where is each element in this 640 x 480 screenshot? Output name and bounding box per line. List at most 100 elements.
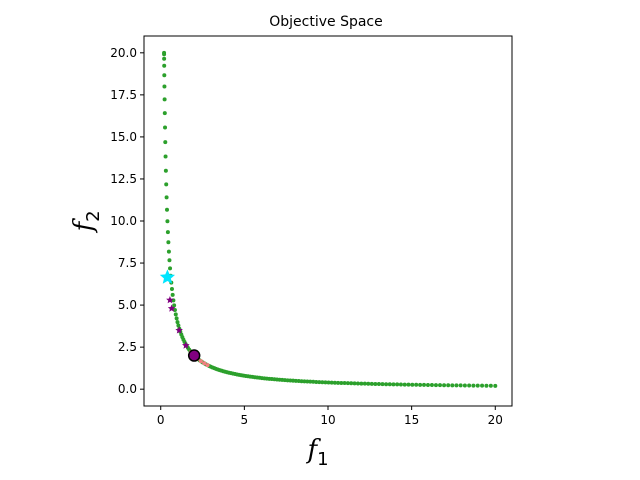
star-marker bbox=[167, 304, 176, 312]
data-point bbox=[317, 380, 322, 385]
data-point bbox=[380, 382, 385, 387]
data-point bbox=[166, 240, 171, 245]
data-point bbox=[373, 381, 378, 386]
data-point bbox=[467, 383, 472, 388]
data-point bbox=[410, 382, 415, 387]
data-point bbox=[172, 308, 177, 313]
data-point bbox=[406, 382, 411, 387]
data-point bbox=[488, 383, 493, 388]
x-axis-label: f1 bbox=[305, 435, 328, 470]
data-point bbox=[163, 168, 168, 173]
data-point bbox=[475, 383, 480, 388]
y-tick-label: 5.0 bbox=[118, 298, 137, 312]
x-axis-ticks: 0 5 10 15 20 bbox=[157, 406, 503, 427]
data-point bbox=[163, 125, 168, 130]
data-point bbox=[425, 382, 430, 387]
data-point bbox=[484, 383, 489, 388]
data-point bbox=[429, 383, 434, 388]
data-point bbox=[164, 182, 169, 187]
star-marker bbox=[175, 326, 183, 334]
data-point bbox=[162, 97, 167, 102]
data-point bbox=[162, 63, 167, 68]
data-point bbox=[205, 363, 210, 368]
data-point bbox=[376, 382, 381, 387]
data-point bbox=[387, 382, 392, 387]
data-point bbox=[422, 382, 427, 387]
data-point bbox=[446, 383, 451, 388]
data-point bbox=[173, 312, 178, 317]
data-point bbox=[165, 230, 170, 235]
chart-title: Objective Space bbox=[269, 14, 383, 30]
data-point bbox=[450, 383, 455, 388]
data-point bbox=[384, 382, 389, 387]
data-point bbox=[296, 379, 301, 384]
x-tick-label: 5 bbox=[241, 413, 249, 427]
data-point bbox=[308, 379, 313, 384]
data-point bbox=[169, 287, 174, 292]
data-point bbox=[299, 379, 304, 384]
star-marker bbox=[166, 296, 174, 304]
data-point bbox=[391, 382, 396, 387]
data-point bbox=[202, 361, 207, 366]
x-tick-label: 0 bbox=[157, 413, 165, 427]
data-point bbox=[176, 323, 181, 328]
y-tick-label: 12.5 bbox=[110, 172, 137, 186]
star-marker bbox=[182, 341, 190, 349]
data-point bbox=[326, 380, 331, 385]
data-point bbox=[493, 383, 498, 388]
data-point bbox=[314, 379, 319, 384]
data-point bbox=[442, 383, 447, 388]
data-point bbox=[162, 56, 167, 61]
data-point bbox=[168, 266, 173, 271]
data-point bbox=[339, 380, 344, 385]
y-tick-label: 17.5 bbox=[110, 88, 137, 102]
data-point bbox=[332, 380, 337, 385]
data-point bbox=[175, 320, 180, 325]
data-point bbox=[398, 382, 403, 387]
y-tick-label: 7.5 bbox=[118, 256, 137, 270]
y-tick-label: 20.0 bbox=[110, 46, 137, 60]
data-point bbox=[395, 382, 400, 387]
data-point bbox=[311, 379, 316, 384]
data-point bbox=[164, 195, 169, 200]
data-point bbox=[198, 359, 203, 364]
data-point bbox=[402, 382, 407, 387]
data-point bbox=[163, 140, 168, 145]
data-point bbox=[480, 383, 485, 388]
data-point bbox=[162, 52, 167, 57]
data-point bbox=[320, 380, 325, 385]
plot-area bbox=[159, 50, 498, 388]
data-point bbox=[329, 380, 334, 385]
data-point bbox=[323, 380, 328, 385]
x-tick-label: 10 bbox=[320, 413, 335, 427]
y-axis-label: f2 bbox=[69, 210, 104, 233]
data-point bbox=[345, 381, 350, 386]
data-point bbox=[163, 154, 168, 159]
data-point bbox=[458, 383, 463, 388]
data-point bbox=[172, 303, 177, 308]
data-point bbox=[355, 381, 360, 386]
y-tick-label: 10.0 bbox=[110, 214, 137, 228]
data-point bbox=[366, 381, 371, 386]
data-point bbox=[342, 381, 347, 386]
y-axis-ticks: 0.0 2.5 5.0 7.5 10.0 12.5 15.0 17.5 20.0 bbox=[110, 46, 144, 396]
data-point bbox=[174, 316, 179, 321]
data-point bbox=[164, 207, 169, 212]
data-point bbox=[454, 383, 459, 388]
data-point bbox=[359, 381, 364, 386]
data-point bbox=[352, 381, 357, 386]
data-point bbox=[167, 258, 172, 263]
star-marker bbox=[159, 269, 176, 284]
selected-point-marker bbox=[187, 349, 201, 362]
x-tick-label: 15 bbox=[404, 413, 419, 427]
data-point bbox=[418, 382, 423, 387]
data-point bbox=[305, 379, 310, 384]
data-point bbox=[362, 381, 367, 386]
data-point bbox=[369, 381, 374, 386]
data-point bbox=[166, 249, 171, 254]
data-point bbox=[349, 381, 354, 386]
data-point bbox=[414, 382, 419, 387]
axes-frame bbox=[143, 35, 513, 407]
y-tick-label: 15.0 bbox=[110, 130, 137, 144]
